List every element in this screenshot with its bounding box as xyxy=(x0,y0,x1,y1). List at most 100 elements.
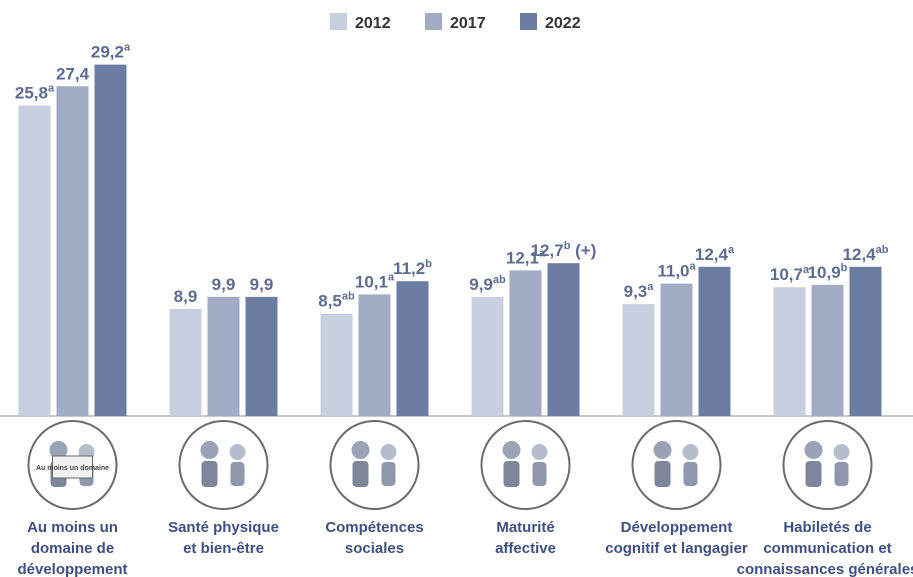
icon-figure-body xyxy=(504,461,520,487)
value-label-text: 25,8 xyxy=(15,84,48,103)
legend-swatch xyxy=(330,13,347,30)
icon-figure-body xyxy=(231,462,245,486)
icon-figure-body xyxy=(655,461,671,487)
value-label: 12,7b (+) xyxy=(531,240,597,260)
legend-swatch xyxy=(520,13,537,30)
value-label: 9,9ab xyxy=(469,274,506,294)
icon-figure-body xyxy=(353,461,369,487)
category-icon xyxy=(482,421,570,509)
value-label-text: 29,2 xyxy=(91,43,124,62)
bar xyxy=(170,309,202,416)
bar xyxy=(321,314,353,416)
bar xyxy=(208,297,240,416)
icon-figure-head xyxy=(834,444,850,460)
bar xyxy=(812,285,844,416)
bar xyxy=(359,294,391,416)
value-label-text: 9,9 xyxy=(212,275,236,294)
icon-text: Au moins un domaine xyxy=(36,465,109,472)
value-label-text: 9,3 xyxy=(624,282,648,301)
bar xyxy=(472,297,504,416)
icon-figure-head xyxy=(503,441,521,459)
icon-figure-head xyxy=(352,441,370,459)
bar xyxy=(774,287,806,416)
icon-figure-body xyxy=(806,461,822,487)
value-label-suffix: (+) xyxy=(570,241,596,260)
category-icon xyxy=(331,421,419,509)
bar xyxy=(57,86,89,416)
value-label-text: 9,9 xyxy=(469,275,493,294)
icon-figure-head xyxy=(381,444,397,460)
category-icon xyxy=(633,421,721,509)
value-label-text: 11,2 xyxy=(393,259,425,278)
page: {"chart_data": { "type": "bar", "categor… xyxy=(0,0,913,577)
value-label: 12,4a xyxy=(695,244,735,264)
value-label-sup: a xyxy=(647,281,654,293)
value-label: 25,8a xyxy=(15,83,55,103)
value-label: 10,9b xyxy=(808,262,848,282)
value-label-sup: a xyxy=(48,83,55,95)
icon-figure-body xyxy=(533,462,547,486)
bar xyxy=(510,270,542,416)
bar xyxy=(19,106,51,416)
value-label: 29,2a xyxy=(91,42,131,62)
value-label-text: 12,7 xyxy=(531,241,564,260)
value-label-text: 9,9 xyxy=(250,275,274,294)
value-label: 8,5ab xyxy=(318,291,355,311)
bar xyxy=(246,297,278,416)
bar xyxy=(397,281,429,416)
value-label-text: 11,0 xyxy=(657,262,689,281)
icon-figure-head xyxy=(230,444,246,460)
value-label-text: 8,5 xyxy=(318,292,342,311)
value-label-text: 27,4 xyxy=(56,64,90,83)
category-icon xyxy=(784,421,872,509)
value-label-text: 12,4 xyxy=(695,245,729,264)
value-label: 10,7a xyxy=(770,264,810,284)
icon-figure-head xyxy=(654,441,672,459)
category-icon xyxy=(180,421,268,509)
value-label: 9,9 xyxy=(212,275,236,294)
value-label: 10,1a xyxy=(355,271,395,291)
value-label: 9,3a xyxy=(624,281,655,301)
value-label-text: 8,9 xyxy=(174,287,198,306)
value-label-sup: b xyxy=(425,258,432,270)
bar xyxy=(548,263,580,416)
value-label: 11,0a xyxy=(657,261,696,281)
value-label: 12,4ab xyxy=(843,244,889,264)
bar xyxy=(850,267,882,416)
icon-figure-head xyxy=(683,444,699,460)
icon-figure-body xyxy=(202,461,218,487)
value-label-sup: a xyxy=(728,244,735,256)
icon-figure-head xyxy=(201,441,219,459)
value-label-text: 10,1 xyxy=(355,272,388,291)
legend-label: 2017 xyxy=(450,15,486,32)
icon-figure-body xyxy=(684,462,698,486)
icon-figure-body xyxy=(382,462,396,486)
value-label: 11,2b xyxy=(393,258,432,278)
legend-label: 2022 xyxy=(545,15,581,32)
value-label-text: 10,7 xyxy=(770,265,803,284)
chart: 20122017202225,8a27,429,2aAu moins un do… xyxy=(0,0,913,577)
bar xyxy=(699,267,731,416)
legend-label: 2012 xyxy=(355,15,391,32)
value-label-sup: ab xyxy=(876,244,889,256)
value-label-text: 12,4 xyxy=(843,245,877,264)
value-label: 9,9 xyxy=(250,275,274,294)
icon-figure-head xyxy=(532,444,548,460)
value-label-sup: ab xyxy=(342,291,355,303)
value-label: 8,9 xyxy=(174,287,198,306)
bar xyxy=(661,284,693,416)
value-label-sup: ab xyxy=(493,274,506,286)
value-label: 27,4 xyxy=(56,64,90,83)
bar xyxy=(95,65,127,416)
icon-figure-body xyxy=(835,462,849,486)
legend-swatch xyxy=(425,13,442,30)
value-label-sup: a xyxy=(124,42,131,54)
value-label-text: 10,9 xyxy=(808,263,841,282)
bar xyxy=(623,304,655,416)
